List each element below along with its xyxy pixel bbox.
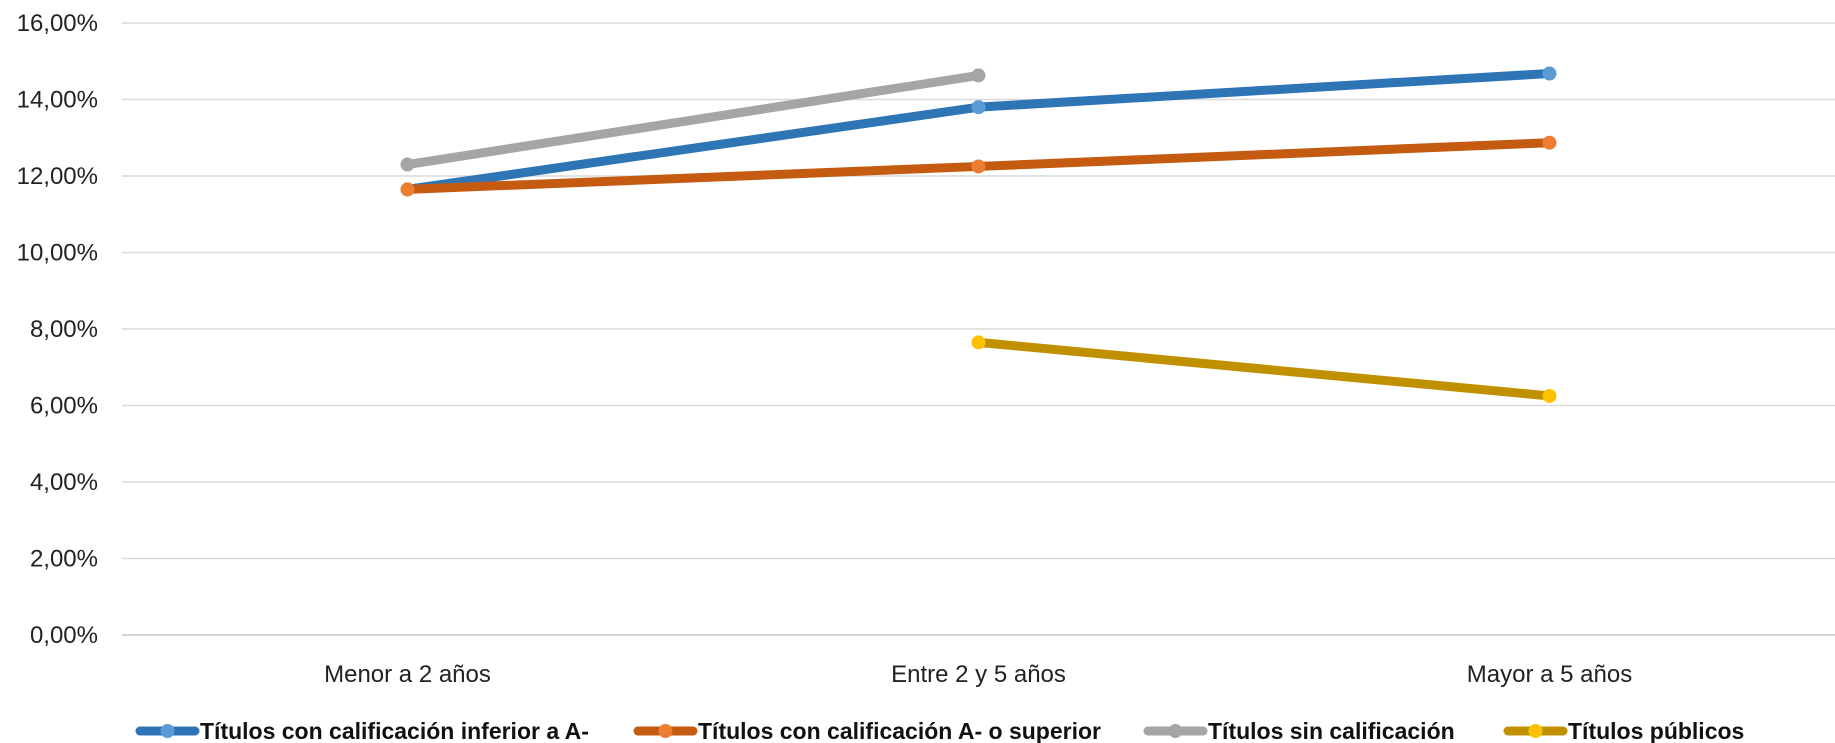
legend-swatch-marker	[1168, 724, 1183, 738]
data-point	[971, 100, 986, 115]
y-tick-label: 4,00%	[30, 469, 98, 496]
legend-swatch-marker	[658, 724, 673, 738]
data-point	[971, 335, 986, 350]
series-line	[403, 70, 983, 170]
legend-label: Títulos públicos	[1568, 718, 1744, 743]
data-point	[1542, 66, 1557, 81]
y-tick-label: 2,00%	[30, 546, 98, 573]
series-2	[400, 135, 1557, 197]
y-tick-label: 6,00%	[30, 393, 98, 420]
data-point	[400, 182, 415, 197]
legend-item: Títulos con calificación A- o superior	[633, 718, 1101, 743]
y-tick-label: 16,00%	[17, 10, 98, 37]
legend: Títulos con calificación inferior a A- Tí…	[135, 718, 1744, 743]
legend-swatch-marker	[160, 724, 175, 738]
legend-swatch-marker	[1528, 724, 1543, 738]
y-axis-tick-labels: 0,00% 2,00% 4,00% 6,00% 8,00% 10,00% 12,00% 14,…	[17, 10, 98, 649]
legend-label: Títulos sin calificación	[1208, 718, 1455, 743]
y-tick-label: 12,00%	[17, 163, 98, 190]
series-line	[974, 337, 1554, 401]
x-tick-label: Mayor a 5 años	[1467, 661, 1632, 688]
series-4	[971, 335, 1557, 403]
legend-item: Títulos sin calificación	[1143, 718, 1455, 743]
legend-item: Títulos públicos	[1503, 718, 1744, 743]
x-tick-label: Menor a 2 años	[324, 661, 491, 688]
y-tick-label: 14,00%	[17, 87, 98, 114]
data-point	[400, 157, 415, 172]
legend-label: Títulos con calificación A- o superior	[698, 718, 1101, 743]
data-point	[971, 159, 986, 174]
x-tick-label: Entre 2 y 5 años	[891, 661, 1066, 688]
series-lines	[400, 66, 1557, 403]
gridlines	[122, 22, 1835, 636]
data-point	[1542, 388, 1557, 403]
x-axis-tick-labels: Menor a 2 años Entre 2 y 5 años Mayor a 5 …	[324, 661, 1632, 688]
legend-label: Títulos con calificación inferior a A-	[200, 718, 589, 743]
data-point	[971, 68, 986, 83]
series-1	[400, 66, 1557, 197]
y-tick-label: 0,00%	[30, 622, 98, 649]
y-tick-label: 8,00%	[30, 316, 98, 343]
y-tick-label: 10,00%	[17, 240, 98, 267]
data-point	[1542, 135, 1557, 150]
series-3	[400, 68, 986, 172]
legend-item: Títulos con calificación inferior a A-	[135, 718, 589, 743]
